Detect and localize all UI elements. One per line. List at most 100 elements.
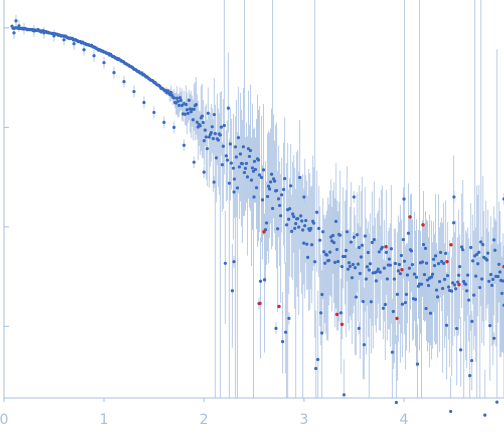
data-point xyxy=(469,245,473,250)
data-point xyxy=(413,297,418,301)
data-point xyxy=(344,248,348,253)
data-point xyxy=(259,175,264,180)
data-point xyxy=(319,311,323,315)
data-point xyxy=(102,61,106,65)
outlier-point xyxy=(400,267,404,272)
data-point xyxy=(385,277,389,281)
data-point xyxy=(256,158,261,162)
data-point xyxy=(468,374,472,378)
data-point xyxy=(497,262,501,266)
outlier-point xyxy=(262,230,266,234)
data-point xyxy=(266,184,271,188)
data-point xyxy=(254,186,259,190)
data-point xyxy=(152,110,156,115)
data-point xyxy=(367,268,371,272)
data-point xyxy=(438,279,442,284)
data-point xyxy=(12,31,16,35)
data-point xyxy=(374,279,378,283)
data-point xyxy=(358,271,362,276)
data-point xyxy=(202,139,206,143)
data-point xyxy=(258,279,263,283)
data-point xyxy=(387,257,391,261)
data-point xyxy=(305,242,309,246)
data-point xyxy=(430,272,435,276)
data-point xyxy=(281,340,285,344)
data-point xyxy=(343,254,347,259)
x-tick-label: 4 xyxy=(400,412,409,428)
data-point xyxy=(191,118,195,122)
data-point xyxy=(318,238,322,242)
data-point xyxy=(487,279,491,283)
data-point xyxy=(274,326,278,330)
data-point xyxy=(491,277,495,281)
data-point xyxy=(460,245,464,249)
data-point xyxy=(435,295,440,299)
data-point xyxy=(336,259,340,264)
data-point xyxy=(485,258,489,262)
data-point xyxy=(431,257,436,261)
data-point xyxy=(353,266,357,270)
data-point xyxy=(132,89,136,94)
data-point xyxy=(441,286,445,291)
data-point xyxy=(182,143,186,147)
data-point xyxy=(279,214,283,218)
data-point xyxy=(234,155,238,159)
data-point xyxy=(368,262,372,266)
data-point xyxy=(187,98,191,102)
data-point xyxy=(458,264,462,269)
data-point xyxy=(394,400,398,405)
data-point xyxy=(352,195,356,199)
data-point xyxy=(402,259,406,263)
data-point xyxy=(306,255,310,259)
data-point xyxy=(230,289,234,293)
data-point xyxy=(265,194,270,199)
data-point xyxy=(226,106,230,110)
data-point xyxy=(235,186,239,190)
data-point xyxy=(362,343,366,347)
data-point xyxy=(228,142,232,146)
data-point xyxy=(364,277,368,281)
data-point xyxy=(370,240,374,245)
data-point xyxy=(384,250,388,254)
data-point xyxy=(194,103,198,107)
data-point xyxy=(467,298,471,302)
data-point xyxy=(345,230,349,234)
data-point xyxy=(459,348,463,352)
data-point xyxy=(205,147,209,151)
data-point xyxy=(241,145,246,149)
data-point xyxy=(492,336,496,340)
data-point xyxy=(354,295,358,299)
data-point xyxy=(489,272,493,277)
data-point xyxy=(177,103,181,108)
data-point xyxy=(176,99,180,103)
data-point xyxy=(299,214,303,218)
data-point xyxy=(348,264,352,268)
data-point xyxy=(451,281,455,285)
data-point xyxy=(198,124,202,128)
data-point xyxy=(424,306,428,311)
data-point xyxy=(422,272,427,277)
data-point xyxy=(440,259,444,264)
data-point xyxy=(392,277,396,281)
data-point xyxy=(227,181,231,185)
data-point xyxy=(264,221,269,225)
data-point xyxy=(456,280,460,284)
data-point xyxy=(302,195,306,199)
data-point xyxy=(248,148,253,153)
data-point xyxy=(178,96,182,100)
data-point xyxy=(340,264,344,269)
data-point xyxy=(350,276,354,280)
data-point xyxy=(22,27,26,31)
data-point xyxy=(447,285,451,289)
data-point xyxy=(218,133,222,137)
outlier-point xyxy=(445,259,449,264)
data-point xyxy=(486,251,490,255)
data-point xyxy=(453,283,457,287)
data-point xyxy=(450,289,454,293)
data-point xyxy=(245,175,250,179)
data-point xyxy=(432,263,437,268)
data-point xyxy=(415,362,420,366)
data-point xyxy=(290,229,294,233)
data-point xyxy=(496,274,500,279)
data-point xyxy=(474,274,478,278)
